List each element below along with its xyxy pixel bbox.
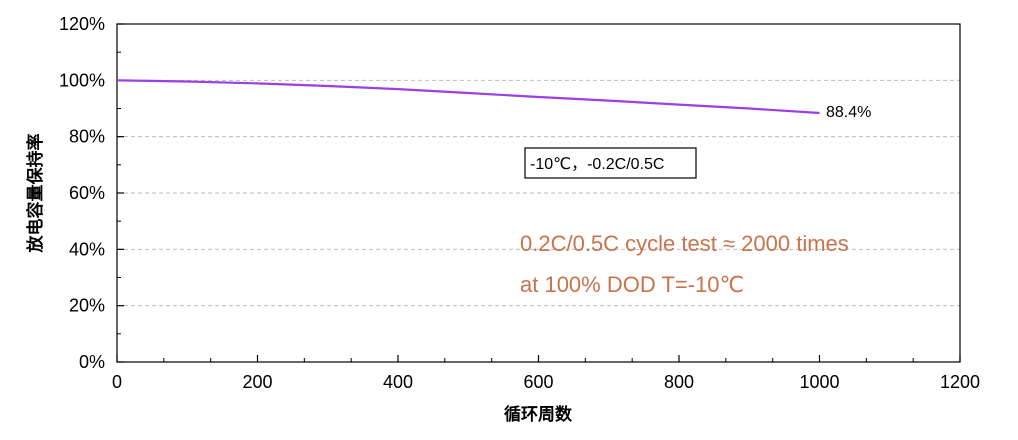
end-value-label: 88.4% <box>826 104 871 121</box>
x-axis: 0 200 400 600 800 1000 1200 <box>112 355 980 392</box>
x-tick-label: 800 <box>664 372 694 392</box>
note-cycle-test: 0.2C/0.5C cycle test ≈ 2000 times <box>520 231 849 256</box>
condition-box <box>524 147 697 179</box>
y-tick-label: 0% <box>79 352 105 372</box>
y-tick-label: 120% <box>59 14 105 34</box>
x-tick-label: 600 <box>523 372 553 392</box>
x-tick-label: 0 <box>112 372 122 392</box>
x-axis-title: 循环周数 <box>504 404 573 425</box>
y-tick-label: 40% <box>69 239 105 259</box>
y-axis-title: 放电容量保持率 <box>25 134 46 254</box>
note-dod-temperature: at 100% DOD T=-10℃ <box>520 272 744 297</box>
x-tick-label: 200 <box>242 372 272 392</box>
condition-box-label: -10℃，-0.2C/0.5C <box>530 156 664 173</box>
x-tick-label: 1000 <box>799 372 839 392</box>
series-line <box>116 79 820 115</box>
y-axis: 0% 20% 40% 60% 80% 100% 120% <box>59 14 124 372</box>
y-tick-label: 60% <box>69 183 105 203</box>
y-tick-label: 20% <box>69 296 105 316</box>
x-tick-label: 400 <box>383 372 413 392</box>
series-layer <box>116 79 820 115</box>
x-tick-label: 1200 <box>940 372 980 392</box>
y-tick-label: 80% <box>69 127 105 147</box>
grid-lines <box>117 79 960 307</box>
y-tick-label: 100% <box>59 70 105 90</box>
